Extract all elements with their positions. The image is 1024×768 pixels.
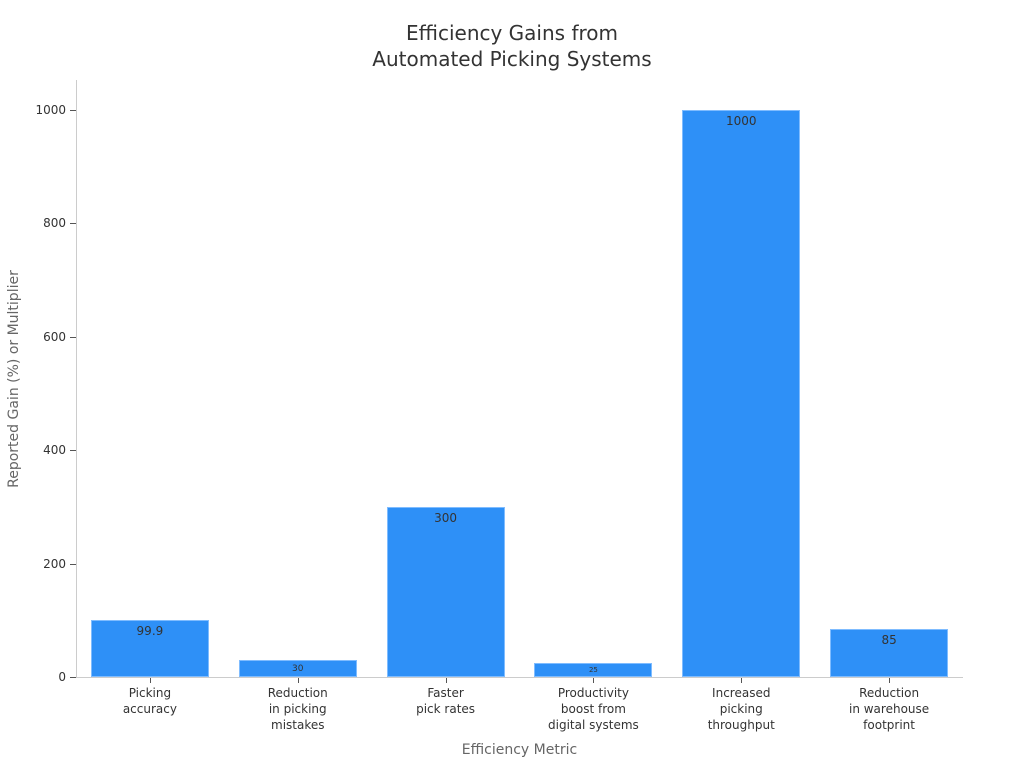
- x-tick-mark: [741, 678, 742, 683]
- x-tick-label-line: in picking: [268, 702, 327, 716]
- bar-value-label: 99.9: [136, 624, 164, 639]
- x-tick-label-line: pick rates: [416, 702, 476, 716]
- y-tick-label: 1000: [35, 103, 66, 117]
- y-axis-label: Reported Gain (%) or Multiplier: [6, 270, 22, 488]
- x-tick-label: Reduction in warehouse footprint: [819, 685, 959, 733]
- y-tick-label: 400: [43, 443, 66, 458]
- x-tick-label-line: accuracy: [122, 702, 177, 716]
- bar: 99.9: [90, 620, 209, 677]
- bar: 1000: [682, 110, 801, 677]
- bar-value-label: 25: [588, 666, 598, 675]
- x-tick-mark: [889, 678, 890, 683]
- x-tick-label-line: Picking: [128, 686, 172, 700]
- x-tick-mark: [593, 678, 594, 683]
- x-tick-label: Increased picking throughput: [671, 685, 811, 733]
- y-tick-mark: [70, 564, 76, 565]
- chart-title: Efficiency Gains from Automated Picking …: [0, 20, 1024, 72]
- x-tick-mark: [298, 678, 299, 683]
- x-tick-label-line: in warehouse: [848, 702, 930, 716]
- bar-value-label: 1000: [725, 114, 757, 128]
- bar: 300: [386, 506, 505, 677]
- bar-value-label: 85: [881, 632, 897, 647]
- chart-title-line-2: Automated Picking Systems: [372, 47, 652, 71]
- y-tick-mark: [70, 450, 76, 451]
- bar: 30: [238, 659, 357, 677]
- x-tick-label: Picking accuracy: [80, 685, 220, 717]
- x-tick-label: Productivity boost from digital systems: [523, 685, 663, 733]
- x-tick-mark: [150, 678, 151, 683]
- y-tick-label: 200: [43, 556, 66, 571]
- chart-title-line-1: Efficiency Gains from: [405, 21, 618, 45]
- x-tick-label: Reduction in picking mistakes: [228, 685, 368, 733]
- x-tick-label-line: throughput: [707, 718, 775, 732]
- x-tick-label-line: Increased: [712, 686, 771, 700]
- x-tick-label-line: picking: [719, 702, 763, 716]
- bar-value-label: 300: [434, 510, 458, 525]
- x-tick-mark: [446, 678, 447, 683]
- x-tick-label-line: mistakes: [271, 718, 325, 732]
- x-axis-line: [76, 677, 963, 678]
- y-tick-mark: [70, 337, 76, 338]
- x-tick-label-line: Reduction: [859, 686, 920, 700]
- y-axis-line: [76, 80, 77, 678]
- bar: 25: [534, 662, 653, 677]
- x-tick-label-line: boost from: [560, 702, 626, 716]
- x-axis-label: Efficiency Metric: [461, 742, 578, 758]
- x-tick-label-line: Reduction: [267, 686, 328, 700]
- x-tick-label-line: Faster: [427, 686, 464, 700]
- x-tick-label: Faster pick rates: [376, 685, 516, 717]
- y-tick-label: 600: [43, 329, 66, 344]
- y-tick-label: 0: [58, 670, 66, 684]
- x-tick-label-line: digital systems: [548, 718, 639, 732]
- x-tick-label-line: Productivity: [557, 686, 629, 700]
- y-tick-label: 800: [43, 216, 66, 231]
- bar: 85: [830, 628, 949, 677]
- x-tick-label-line: footprint: [863, 718, 915, 732]
- y-tick-mark: [70, 677, 76, 678]
- y-tick-mark: [70, 110, 76, 111]
- bar-value-label: 30: [292, 663, 304, 674]
- y-tick-mark: [70, 223, 76, 224]
